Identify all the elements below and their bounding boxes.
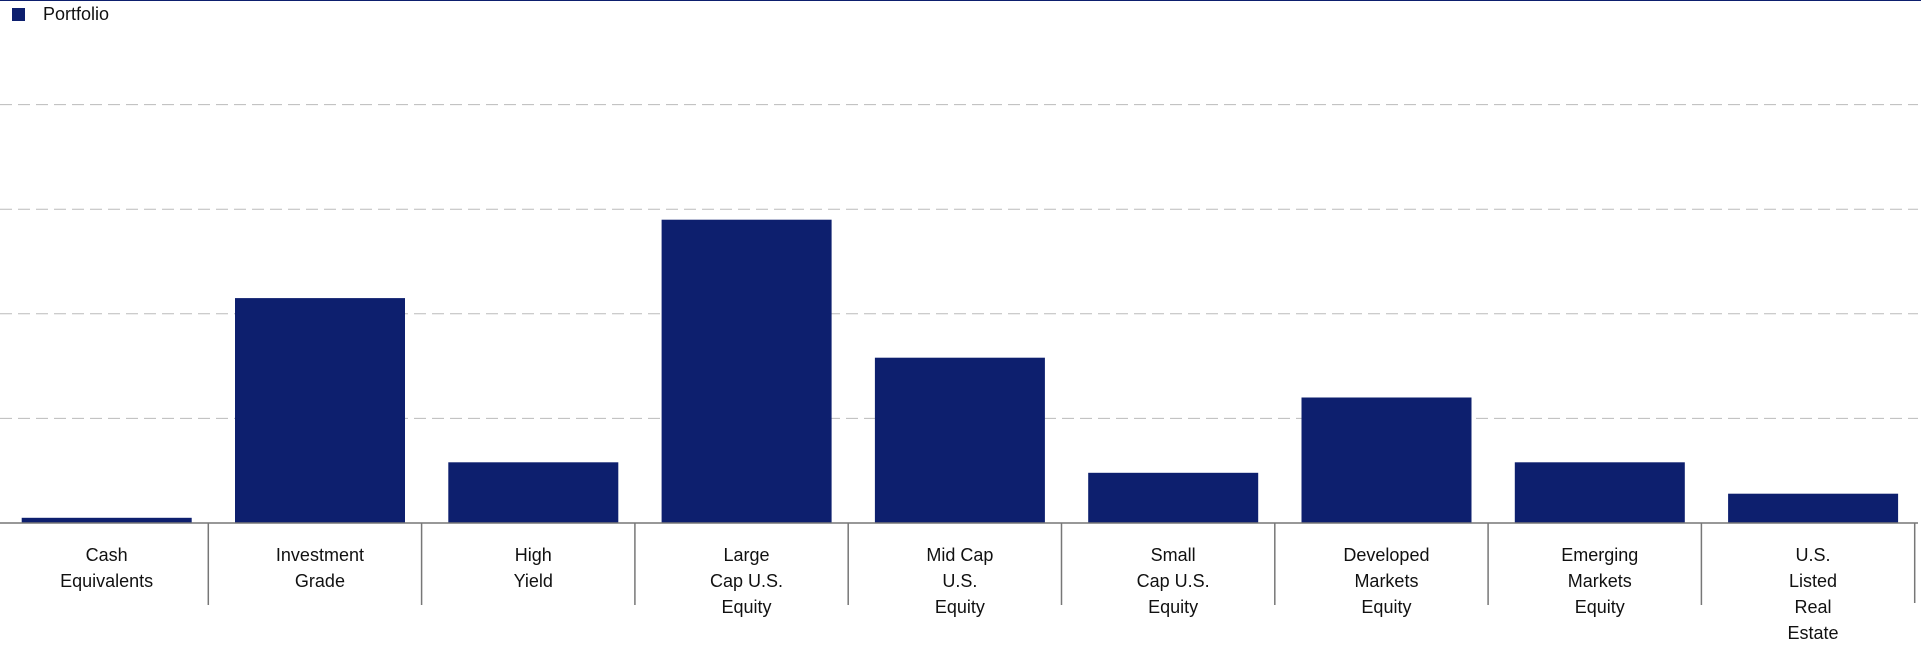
x-tick-label: Large Cap U.S. Equity — [710, 545, 783, 617]
x-tick-label-line: Equity — [1575, 597, 1625, 617]
bar — [448, 462, 619, 523]
x-tick-label: Small Cap U.S. Equity — [1137, 545, 1210, 617]
bar — [21, 517, 192, 523]
x-tick-label-line: Cap U.S. — [1137, 571, 1210, 591]
x-tick-labels: Cash Equivalents Investment Grade High Yield L… — [60, 545, 1838, 643]
top-rule — [0, 0, 1921, 1]
bar — [874, 357, 1045, 523]
x-tick-label: Cash Equivalents — [60, 545, 153, 591]
x-tick-label-line: Markets — [1568, 571, 1632, 591]
x-tick-label-line: High — [515, 545, 552, 565]
bars — [21, 219, 1899, 523]
bar — [1514, 462, 1685, 523]
x-tick-label-line: Cash — [86, 545, 128, 565]
bar — [1088, 472, 1259, 523]
bar — [1728, 493, 1899, 523]
x-tick-label-line: Equity — [1148, 597, 1198, 617]
x-tick-label-line: Yield — [514, 571, 553, 591]
x-tick-label-line: Mid Cap — [926, 545, 993, 565]
x-tick-label: Developed Markets Equity — [1343, 545, 1429, 617]
bar — [235, 298, 405, 523]
x-tick-label-line: Equity — [722, 597, 772, 617]
x-tick-label: High Yield — [514, 545, 553, 591]
legend-swatch — [12, 8, 25, 21]
x-tick-label-line: Equity — [935, 597, 985, 617]
x-tick-label-line: U.S. — [1796, 545, 1831, 565]
x-tick-label-line: Grade — [295, 571, 345, 591]
x-tick-label-line: Real — [1795, 597, 1832, 617]
x-tick-label-line: U.S. — [942, 571, 977, 591]
x-tick-label: U.S. Listed Real Estate — [1788, 545, 1839, 643]
bar — [661, 219, 832, 523]
legend: Portfolio — [12, 4, 109, 25]
x-tick-label-line: Developed — [1343, 545, 1429, 565]
x-tick-label: Mid Cap U.S. Equity — [926, 545, 993, 617]
x-tick-label-line: Large — [724, 545, 770, 565]
x-tick-label-line: Equivalents — [60, 571, 153, 591]
x-tick-label: Emerging Markets Equity — [1561, 545, 1638, 617]
legend-label: Portfolio — [43, 4, 110, 24]
x-tick-label-line: Small — [1151, 545, 1196, 565]
bar — [1301, 397, 1472, 523]
x-tick-label-line: Estate — [1788, 623, 1839, 643]
x-tick-label-line: Markets — [1354, 571, 1418, 591]
x-tick-label-line: Listed — [1789, 571, 1837, 591]
x-axis — [0, 522, 1918, 605]
x-tick-label-line: Emerging — [1561, 545, 1638, 565]
x-tick-label-line: Investment — [276, 545, 364, 565]
x-tick-label-line: Cap U.S. — [710, 571, 783, 591]
x-tick-label: Investment Grade — [276, 545, 364, 591]
x-tick-label-line: Equity — [1361, 597, 1411, 617]
